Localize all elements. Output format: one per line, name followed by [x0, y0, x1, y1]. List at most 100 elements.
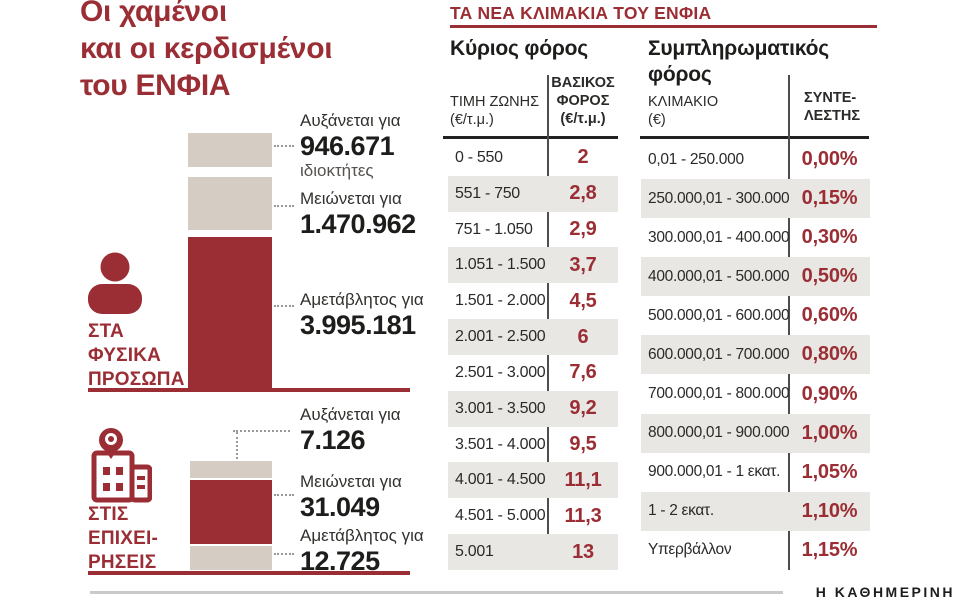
row-value: 0,60%: [801, 304, 858, 327]
bar-individuals-increase: [188, 133, 272, 167]
person-icon: [88, 252, 142, 314]
row-range: 250.000,01 - 300.000: [648, 189, 790, 207]
connector-line: [274, 205, 294, 207]
table-row: 500.000,01 - 600.000 0,60%: [641, 296, 870, 335]
row-range: 400.000,01 - 500.000: [648, 267, 790, 285]
connector-line: [274, 145, 294, 147]
bar-annotation-businesses-increase: Αυξάνεται για 7.126: [300, 404, 520, 454]
table-row: 4.001 - 4.500 11,1: [448, 462, 618, 499]
axis-baseline-individuals: [88, 388, 410, 392]
page-title: Οι χαμένοι και οι κερδισμένοι του ΕΝΦΙΑ: [80, 0, 333, 102]
bar-value: 12.725: [300, 546, 380, 576]
row-range: 551 - 750: [455, 184, 520, 202]
bar-annotation-individuals-unchanged: Αμετάβλητος για 3.995.181: [300, 289, 520, 339]
table-top-border: [443, 136, 618, 139]
row-range: 1 - 2 εκατ.: [648, 502, 714, 520]
bar-value: 3.995.181: [300, 310, 416, 340]
column-header-zone-price: ΤΙΜΗ ΖΩΝΗΣ (€/τ.μ.): [450, 94, 540, 128]
table-row: 250.000,01 - 300.000 0,15%: [641, 179, 870, 219]
bar-label: Αυξάνεται για: [300, 111, 401, 130]
row-range: 300.000,01 - 400.000: [648, 228, 790, 246]
connector-line: [274, 494, 294, 496]
row-range: 600.000,01 - 700.000: [648, 345, 790, 363]
row-range: 0 - 550: [455, 148, 503, 166]
row-value: 1,05%: [801, 460, 858, 483]
table-row: 700.000,01 - 800.000 0,90%: [641, 374, 870, 413]
bar-businesses-decrease: [190, 480, 272, 544]
table-row: 800.000,01 - 900.000 1,00%: [641, 413, 870, 453]
row-value: 11,3: [564, 504, 602, 527]
row-range: 800.000,01 - 900.000: [648, 424, 790, 442]
bar-value: 7.126: [300, 425, 366, 455]
row-value: 0,15%: [801, 187, 858, 210]
column-header-bracket: ΚΛΙΜΑΚΙΟ (€): [648, 94, 719, 128]
table-row: 400.000,01 - 500.000 0,50%: [641, 257, 870, 297]
bar-individuals-unchanged: [188, 237, 272, 388]
connector-line: [274, 553, 294, 555]
table-row: Υπερβάλλον 1,15%: [641, 531, 870, 570]
table-row: 3.501 - 4.000 9,5: [448, 427, 618, 463]
row-value: 1,10%: [801, 499, 858, 522]
row-range: 5.001: [455, 543, 494, 561]
main-tax-table: 0 - 550 2 551 - 750 2,8 751 - 1.050 2,9 1.051 …: [448, 140, 618, 570]
supplementary-tax-table: 0,01 - 250.000 0,00% 250.000,01 - 300.000 0…: [641, 140, 870, 570]
bar-annotation-businesses-decrease: Μειώνεται για 31.049: [300, 471, 520, 521]
row-range: 1.501 - 2.000: [455, 292, 546, 310]
table-row: 1.501 - 2.000 4,5: [448, 283, 618, 319]
bar-annotation-businesses-unchanged: Αμετάβλητος για 12.725: [300, 525, 520, 575]
table-row: 600.000,01 - 700.000 0,80%: [641, 335, 870, 375]
connector-line: [274, 305, 294, 307]
row-value: 2,8: [569, 182, 597, 205]
row-value: 9,2: [569, 397, 597, 420]
table-row: 0,01 - 250.000 0,00%: [641, 140, 870, 179]
building-icon: [91, 428, 152, 503]
connector-line: [236, 432, 238, 459]
row-range: 3.501 - 4.000: [455, 435, 546, 453]
table-row: 300.000,01 - 400.000 0,30%: [641, 218, 870, 257]
row-range: 1.051 - 1.500: [455, 256, 546, 274]
row-value: 0,50%: [801, 265, 858, 288]
column-divider: [788, 75, 790, 570]
column-header-base-tax: ΒΑΣΙΚΟΣ ΦΟΡΟΣ (€/τ.μ.): [551, 75, 615, 127]
table-row: 0 - 550 2: [448, 140, 618, 176]
supplementary-tax-heading: Συμπληρωματικός φόρος: [648, 37, 829, 86]
bar-value: 1.470.962: [300, 209, 416, 239]
row-range: Υπερβάλλον: [648, 541, 732, 559]
bar-label: Μειώνεται για: [300, 472, 402, 491]
row-range: 700.000,01 - 800.000: [648, 385, 790, 402]
table-row: 2.001 - 2.500 6: [448, 319, 618, 355]
table-row: 2.501 - 3.000 7,6: [448, 355, 618, 391]
row-value: 6: [577, 325, 589, 348]
row-value: 0,90%: [801, 382, 858, 405]
bar-businesses-unchanged: [190, 546, 272, 570]
table-row: 900.000,01 - 1 εκατ. 1,05%: [641, 453, 870, 492]
row-range: 4.501 - 5.000: [455, 507, 546, 525]
footer-divider: [90, 591, 783, 594]
row-range: 2.501 - 3.000: [455, 363, 546, 381]
bar-individuals-decrease: [188, 177, 272, 230]
row-value: 3,7: [569, 253, 597, 276]
bar-businesses-increase: [190, 461, 272, 478]
bar-label: Μειώνεται για: [300, 189, 402, 208]
row-value: 2,9: [569, 218, 597, 241]
row-range: 500.000,01 - 600.000: [648, 306, 790, 324]
row-value: 13: [572, 540, 594, 563]
bar-label: Αμετάβλητος για: [300, 290, 424, 309]
category-label-individuals: ΣΤΑ ΦΥΣΙΚΑ ΠΡΟΣΩΠΑ: [88, 321, 185, 390]
main-tax-heading: Κύριος φόρος: [450, 37, 588, 60]
axis-baseline-businesses: [88, 571, 410, 575]
row-value: 7,6: [569, 361, 597, 384]
table-row: 3.001 - 3.500 9,2: [448, 390, 618, 427]
row-range: 4.001 - 4.500: [455, 471, 546, 489]
table-row: 751 - 1.050 2,9: [448, 212, 618, 248]
bar-value: 31.049: [300, 492, 380, 522]
table-row: 4.501 - 5.000 11,3: [448, 498, 618, 534]
row-value: 2: [577, 146, 589, 169]
row-value: 4,5: [569, 289, 597, 312]
row-value: 0,30%: [801, 226, 858, 249]
row-value: 1,00%: [801, 421, 858, 444]
source-credit: Η ΚΑΘΗΜΕΡΙΝΗ: [815, 584, 955, 600]
bar-annotation-individuals-increase: Αυξάνεται για 946.671 ιδιοκτήτες: [300, 110, 520, 181]
row-range: 2.001 - 2.500: [455, 328, 546, 346]
